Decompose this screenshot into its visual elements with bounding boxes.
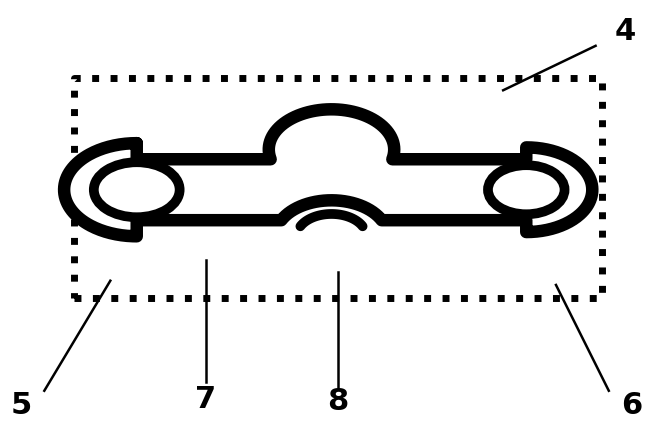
Circle shape: [94, 162, 180, 217]
Polygon shape: [64, 109, 592, 236]
Text: 4: 4: [615, 17, 636, 46]
Text: 7: 7: [196, 385, 217, 414]
Text: 8: 8: [328, 387, 349, 416]
Text: 5: 5: [11, 391, 32, 420]
Text: 6: 6: [621, 391, 642, 420]
Circle shape: [488, 165, 565, 214]
